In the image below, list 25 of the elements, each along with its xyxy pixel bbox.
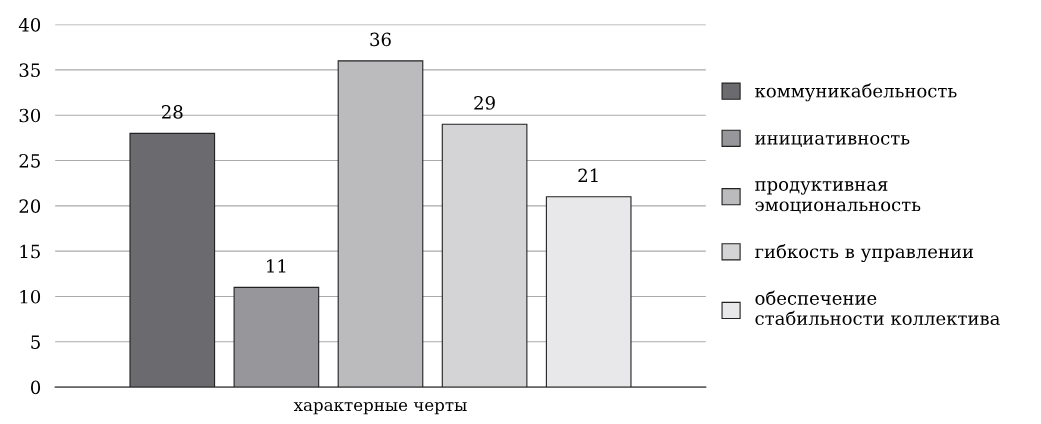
y-tick-label: 35 bbox=[19, 63, 40, 78]
data-label: 21 bbox=[578, 168, 598, 182]
y-tick-label: 25 bbox=[19, 154, 40, 168]
legend-label: инициативность bbox=[755, 134, 910, 148]
y-tick-label: 0 bbox=[30, 380, 41, 395]
x-tick-label: характерные черты bbox=[293, 402, 467, 415]
bar bbox=[129, 132, 216, 388]
y-tick-label: 30 bbox=[19, 108, 41, 123]
data-label: 28 bbox=[162, 105, 183, 119]
y-tick-label: 20 bbox=[19, 199, 41, 213]
legend-label: коммуникабельность bbox=[755, 83, 957, 102]
bar bbox=[337, 60, 424, 388]
y-tick-label: 40 bbox=[18, 18, 41, 32]
data-label: 36 bbox=[370, 32, 391, 47]
y-tick-label: 15 bbox=[20, 244, 40, 259]
legend-label: продуктивная эмоциональность bbox=[755, 181, 921, 214]
y-tick-label: 5 bbox=[31, 335, 40, 349]
bar bbox=[545, 196, 632, 388]
bar bbox=[233, 286, 320, 388]
legend-label: обеспечение стабильности коллектива bbox=[755, 290, 1000, 326]
y-tick-label: 10 bbox=[20, 289, 41, 304]
bar bbox=[441, 123, 528, 388]
data-label: 11 bbox=[267, 259, 286, 273]
data-label: 29 bbox=[474, 96, 495, 110]
legend-label: гибкость в управлении bbox=[755, 244, 974, 263]
